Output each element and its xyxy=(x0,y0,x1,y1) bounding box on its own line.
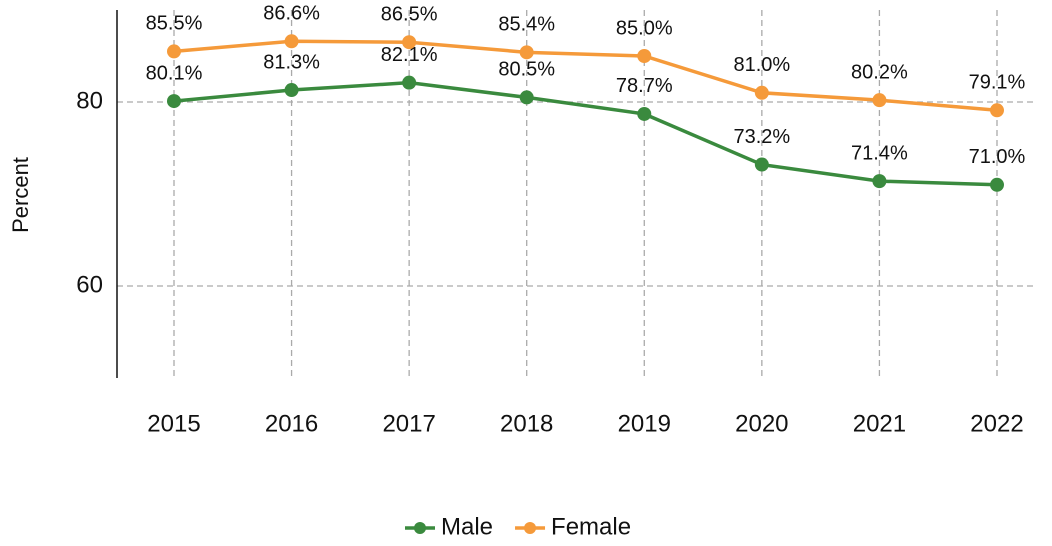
data-label: 80.5% xyxy=(498,59,555,81)
data-point xyxy=(872,93,887,108)
data-point xyxy=(989,177,1004,192)
legend-label: Male xyxy=(441,513,493,540)
legend-marker xyxy=(414,522,426,534)
data-label: 86.5% xyxy=(381,3,438,25)
data-point xyxy=(284,34,299,49)
y-axis-label: Percent xyxy=(8,157,33,233)
y-tick-label: 60 xyxy=(76,271,103,298)
legend-marker xyxy=(524,522,537,534)
data-point xyxy=(167,94,181,109)
data-point xyxy=(167,44,181,59)
data-label: 78.7% xyxy=(616,75,673,97)
series-line xyxy=(173,80,998,187)
data-label: 81.3% xyxy=(263,51,320,73)
data-label: 80.1% xyxy=(146,62,203,84)
data-point xyxy=(519,45,534,60)
data-label: 86.6% xyxy=(263,3,320,25)
data-point xyxy=(754,85,769,100)
data-label: 82.1% xyxy=(381,44,438,66)
x-tick-label: 2016 xyxy=(265,410,318,437)
data-label: 85.5% xyxy=(146,13,203,35)
x-tick-label: 2022 xyxy=(970,410,1023,437)
data-label: 71.4% xyxy=(851,142,908,164)
data-point xyxy=(402,75,417,90)
x-tick-label: 2019 xyxy=(618,410,671,437)
data-point xyxy=(284,83,299,98)
x-tick-label: 2018 xyxy=(500,410,553,437)
data-label: 85.0% xyxy=(616,17,673,39)
data-label: 71.0% xyxy=(969,146,1026,168)
data-point xyxy=(519,90,534,105)
data-point xyxy=(989,103,1004,118)
data-point xyxy=(637,106,652,121)
data-point xyxy=(872,174,887,189)
legend-label: Female xyxy=(551,513,631,540)
x-tick-label: 2020 xyxy=(735,410,788,437)
y-tick-label: 80 xyxy=(76,87,103,114)
data-label: 81.0% xyxy=(733,54,790,76)
data-label: 85.4% xyxy=(498,14,555,36)
x-tick-label: 2017 xyxy=(382,410,435,437)
data-point xyxy=(402,35,417,50)
data-label: 79.1% xyxy=(969,72,1026,94)
series-line xyxy=(173,39,998,113)
x-tick-label: 2015 xyxy=(147,410,200,437)
data-point xyxy=(754,157,769,172)
data-point xyxy=(637,49,652,63)
data-label: 73.2% xyxy=(733,126,790,148)
x-tick-label: 2021 xyxy=(853,410,906,437)
data-label: 80.2% xyxy=(851,61,908,83)
